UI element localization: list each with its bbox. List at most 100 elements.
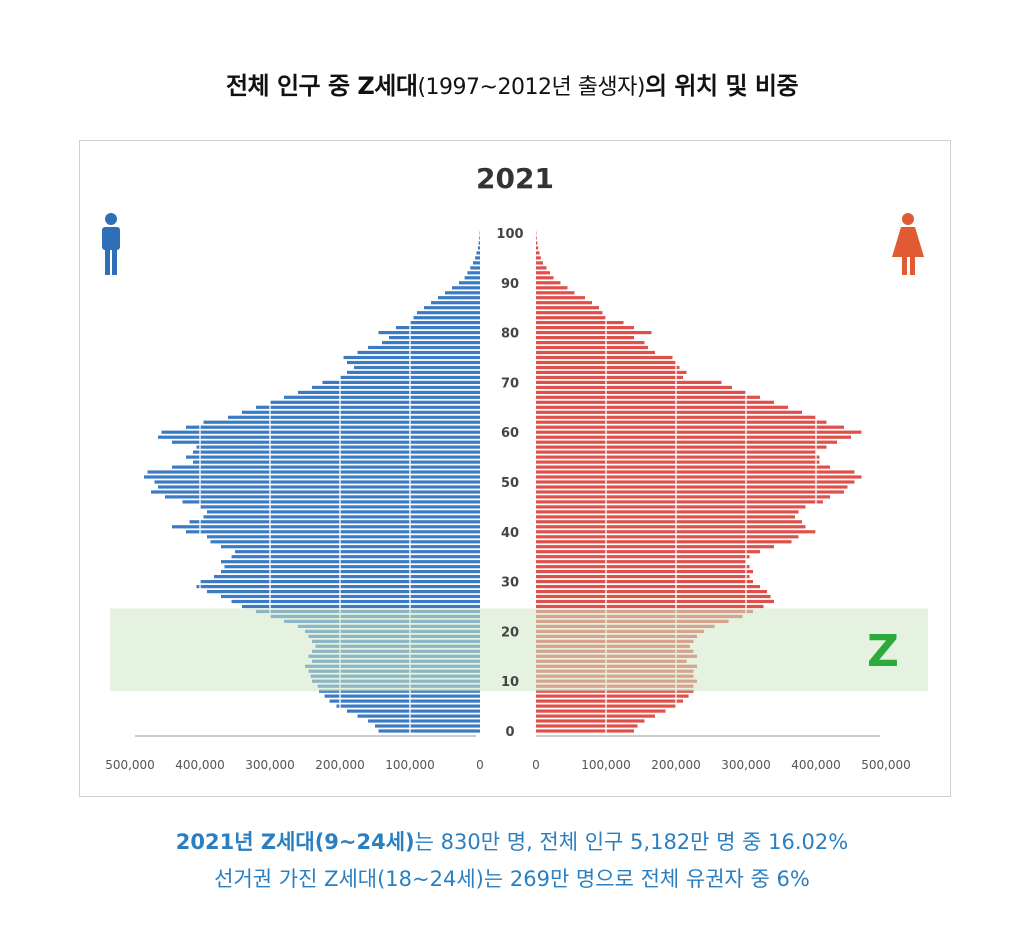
male-bar-age-91 [464, 276, 480, 280]
female-bar-age-52 [536, 470, 855, 474]
male-bar-age-41 [172, 525, 480, 529]
female-bar-age-73 [536, 365, 680, 370]
x-tick-right-2: 200,000 [651, 758, 701, 772]
male-bar-age-55 [186, 455, 480, 459]
male-bar-age-88 [445, 291, 480, 295]
age-tick-70: 70 [501, 376, 519, 391]
female-bar-age-88 [536, 291, 575, 295]
female-bar-age-2 [536, 719, 645, 723]
female-bar-age-4 [536, 709, 666, 713]
male-bar-age-83 [413, 316, 480, 320]
male-bar-age-50 [154, 480, 480, 484]
female-bar-age-90 [536, 281, 561, 285]
male-bar-age-92 [467, 271, 480, 275]
male-bar-age-69 [312, 385, 480, 389]
summary-line-2: 선거권 가진 Z세대(18~24세)는 269만 명으로 전체 유권자 중 6% [214, 867, 810, 891]
x-tick-left-5: 0 [476, 758, 484, 772]
male-bar-age-94 [473, 261, 480, 265]
male-bar-age-60 [161, 430, 480, 434]
x-tick-right-4: 400,000 [791, 758, 841, 772]
female-bar-age-54 [536, 460, 820, 464]
x-tick-right-5: 500,000 [861, 758, 911, 772]
male-bar-age-35 [231, 555, 480, 559]
male-bar-age-59 [158, 435, 480, 439]
female-bar-age-80 [536, 331, 652, 335]
female-bar-age-67 [536, 395, 760, 399]
male-bar-age-54 [193, 460, 480, 464]
male-bar-age-90 [459, 281, 480, 285]
x-tick-right-0: 0 [532, 758, 540, 772]
male-bar-age-67 [284, 395, 480, 399]
x-tick-left-3: 200,000 [315, 758, 365, 772]
male-bar-age-72 [347, 370, 480, 374]
male-bar-age-68 [298, 390, 480, 394]
female-bar-age-1 [536, 724, 638, 728]
age-tick-20: 20 [501, 625, 519, 640]
male-bar-age-53 [172, 465, 480, 469]
female-bar-age-27 [536, 594, 771, 599]
female-bar-age-71 [536, 375, 683, 379]
female-bar-age-33 [536, 565, 750, 569]
male-bar-age-80 [378, 331, 480, 335]
male-bar-age-84 [417, 311, 480, 315]
female-bar-age-82 [536, 321, 624, 325]
age-tick-90: 90 [501, 277, 519, 292]
female-bar-age-45 [536, 505, 806, 509]
female-bar-age-28 [536, 590, 767, 594]
chart-title: 2021 [476, 162, 554, 195]
age-tick-60: 60 [501, 426, 519, 441]
male-bar-age-26 [231, 599, 480, 604]
summary-line-1: 2021년 Z세대(9~24세)는 830만 명, 전체 인구 5,182만 명… [0, 826, 1024, 856]
female-bar-age-95 [536, 256, 541, 260]
x-tick-left-0: 500,000 [105, 758, 155, 772]
male-bar-age-58 [172, 440, 480, 444]
male-bar-age-27 [221, 594, 480, 599]
female-bar-age-0 [536, 729, 634, 733]
female-bar-age-7 [536, 694, 689, 698]
male-person-icon [102, 213, 120, 275]
male-bar-age-82 [410, 321, 480, 325]
female-bar-age-35 [536, 555, 750, 559]
title-part-3: 의 위치 및 비중 [645, 72, 799, 100]
female-bar-age-37 [536, 545, 774, 549]
female-bar-age-50 [536, 480, 855, 484]
male-bar-age-2 [368, 719, 480, 723]
age-tick-10: 10 [501, 675, 519, 690]
female-bar-age-31 [536, 575, 750, 579]
female-bar-age-92 [536, 271, 550, 275]
x-tick-left-1: 400,000 [175, 758, 225, 772]
male-bar-age-31 [214, 575, 480, 579]
female-bar-age-34 [536, 560, 746, 564]
female-bar-age-79 [536, 336, 634, 340]
male-bar-age-5 [336, 704, 480, 708]
age-tick-0: 0 [505, 725, 514, 740]
female-bar-age-44 [536, 510, 799, 514]
male-bar-age-61 [186, 425, 480, 429]
female-bar-age-38 [536, 540, 792, 544]
male-bar-age-44 [207, 510, 480, 514]
female-bar-age-72 [536, 370, 687, 374]
male-bar-age-46 [182, 500, 480, 504]
population-axis: 500,000 400,000 300,000 200,000 100,000 0 0 100… [105, 758, 911, 772]
male-bar-age-29 [196, 585, 480, 589]
female-bar-age-84 [536, 311, 603, 315]
male-bar-age-89 [452, 286, 480, 290]
male-bar-age-36 [235, 550, 480, 554]
male-bar-age-3 [357, 714, 480, 718]
male-bar-age-97 [477, 246, 480, 250]
age-tick-50: 50 [501, 476, 519, 491]
female-bar-age-30 [536, 580, 753, 584]
female-bar-age-57 [536, 445, 827, 449]
male-bar-age-85 [424, 306, 480, 310]
female-bar-age-26 [536, 599, 774, 604]
age-axis: 0 10 20 30 40 50 60 70 80 90 100 [496, 227, 523, 740]
female-bar-age-59 [536, 435, 851, 439]
male-bar-age-6 [329, 699, 480, 703]
female-person-icon [892, 213, 924, 275]
female-bar-age-81 [536, 326, 634, 330]
male-bar-age-56 [193, 450, 480, 454]
female-bar-age-6 [536, 699, 683, 703]
female-bar-age-66 [536, 400, 774, 404]
chart-frame: 2021 Z 0 10 20 30 40 50 60 70 80 90 100 500,000 400… [79, 140, 951, 797]
male-bar-age-95 [475, 256, 480, 260]
